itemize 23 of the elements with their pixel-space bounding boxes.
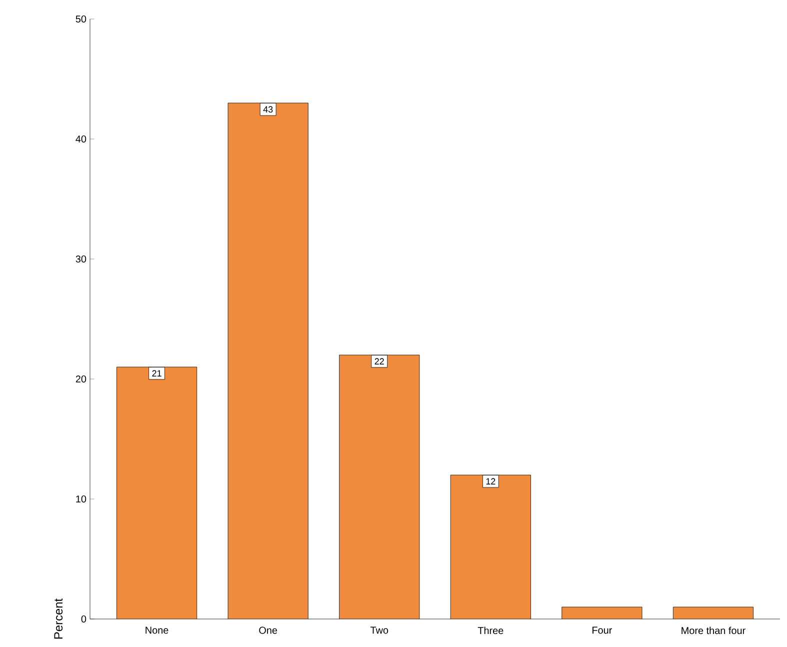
bar: [116, 366, 197, 619]
bar: [339, 354, 420, 619]
y-tick-label: 30: [76, 255, 86, 263]
bar: [228, 102, 308, 619]
data-label: 21: [152, 370, 162, 376]
bar: [450, 475, 531, 619]
bar: [562, 607, 642, 619]
y-tick-label: 10: [76, 495, 86, 503]
x-tick-label: More than four: [682, 626, 746, 634]
data-label: 22: [374, 358, 384, 364]
y-tick-label: 40: [76, 135, 86, 143]
y-tick-label: 0: [81, 615, 86, 623]
data-label: 12: [486, 478, 496, 484]
x-tick-label: Four: [592, 626, 612, 634]
y-tick-label: 20: [76, 375, 86, 383]
x-tick-label: Two: [370, 626, 388, 634]
bar: [672, 606, 754, 619]
x-tick-label: Three: [478, 626, 504, 634]
y-axis-title: Percent: [54, 598, 63, 639]
data-label: 43: [263, 106, 273, 113]
x-tick-label: One: [259, 626, 278, 634]
x-tick-label: None: [146, 626, 168, 634]
y-tick-label: 50: [76, 15, 86, 23]
